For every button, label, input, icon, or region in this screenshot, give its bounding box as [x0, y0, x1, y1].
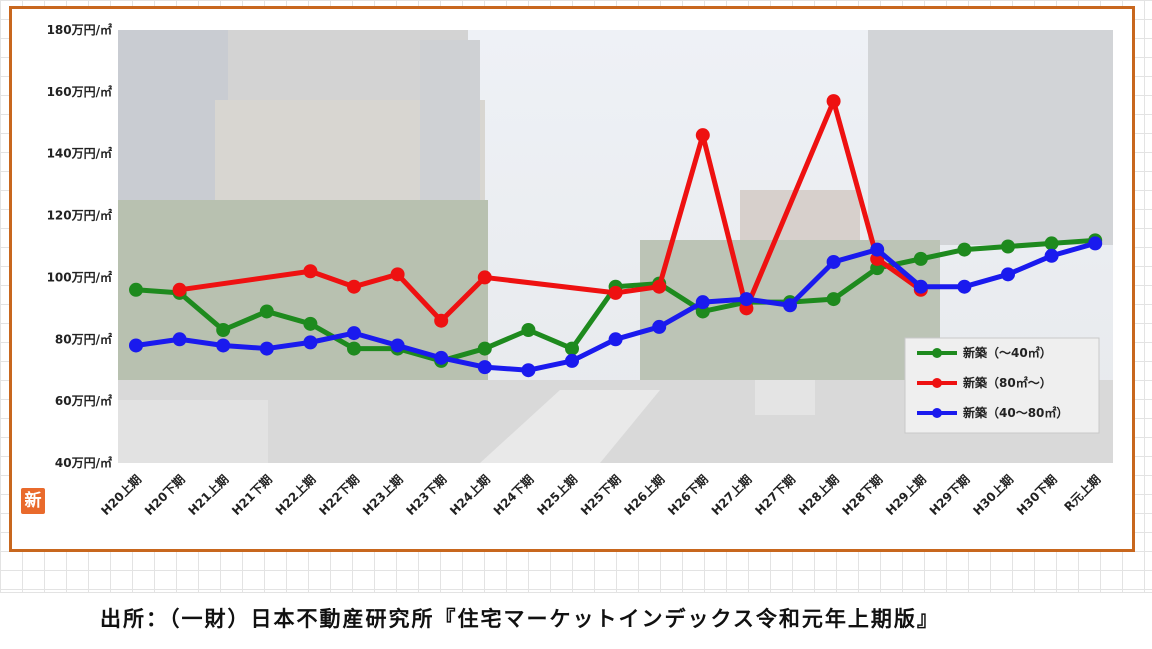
data-point — [1044, 248, 1059, 263]
x-tick-label: H21上期 — [185, 472, 231, 518]
x-tick-label: H23上期 — [359, 472, 405, 518]
data-point — [216, 338, 231, 353]
data-point — [347, 326, 361, 341]
data-point — [783, 298, 797, 313]
x-tick-label: H27下期 — [752, 472, 798, 518]
x-tick-label: H24上期 — [446, 472, 492, 518]
data-point — [913, 279, 928, 294]
data-point — [347, 341, 361, 356]
x-tick-label: H25下期 — [577, 472, 623, 518]
data-point — [347, 279, 361, 294]
data-point — [652, 319, 667, 334]
y-tick-label: 140万円/㎡ — [47, 146, 112, 161]
x-tick-label: H22上期 — [272, 472, 318, 518]
data-point — [477, 360, 492, 375]
data-point — [695, 295, 710, 310]
data-point — [172, 332, 187, 347]
data-point — [303, 316, 318, 331]
y-tick-label: 40万円/㎡ — [55, 455, 112, 470]
x-tick-label: H20上期 — [98, 472, 144, 518]
x-tick-label: H20下期 — [141, 472, 187, 518]
x-tick-label: H26下期 — [664, 472, 710, 518]
y-tick-label: 160万円/㎡ — [47, 84, 112, 99]
data-point — [259, 341, 274, 356]
data-point — [521, 363, 536, 378]
data-point — [303, 264, 318, 279]
data-point — [259, 304, 274, 319]
data-point — [826, 94, 841, 109]
data-point — [129, 338, 143, 353]
data-point — [477, 341, 492, 356]
data-point — [957, 279, 972, 294]
x-tick-label: H24下期 — [490, 472, 536, 518]
x-tick-label: H28下期 — [839, 472, 885, 518]
data-point — [434, 350, 449, 365]
data-point — [390, 338, 405, 353]
data-point — [826, 292, 841, 307]
data-point — [434, 313, 449, 328]
data-point — [739, 292, 754, 307]
x-tick-label: H22下期 — [316, 472, 362, 518]
data-point — [1001, 267, 1015, 282]
data-point — [303, 335, 318, 350]
logo-badge: 新 — [21, 488, 45, 514]
x-tick-label: H30下期 — [1013, 472, 1059, 518]
y-tick-label: 120万円/㎡ — [47, 208, 112, 223]
x-tick-label: H27上期 — [708, 472, 754, 518]
data-point — [1001, 239, 1015, 254]
legend-marker — [932, 348, 942, 358]
x-tick-label: H23下期 — [403, 472, 449, 518]
y-tick-label: 80万円/㎡ — [55, 331, 112, 346]
data-point — [521, 323, 536, 338]
series-2 — [172, 94, 928, 328]
data-point — [565, 353, 579, 368]
series-3 — [129, 236, 1103, 378]
x-tick-label: H28上期 — [795, 472, 841, 518]
data-point — [390, 267, 405, 282]
data-point — [172, 282, 187, 297]
y-axis-ticks: 40万円/㎡ 60万円/㎡ 80万円/㎡ 100万円/㎡ 120万円/㎡ 140万円/㎡ 1… — [47, 22, 112, 470]
legend-marker — [932, 408, 942, 418]
data-point — [695, 128, 710, 143]
x-tick-label: H30上期 — [970, 472, 1016, 518]
x-tick-label: H21下期 — [228, 472, 274, 518]
data-point — [565, 341, 579, 356]
data-point — [608, 285, 623, 300]
series-layer — [129, 94, 1103, 378]
y-tick-label: 100万円/㎡ — [47, 269, 112, 284]
footer-strip — [0, 592, 1152, 649]
x-tick-label: H25上期 — [534, 472, 580, 518]
legend-marker — [932, 378, 942, 388]
x-tick-label: H29下期 — [926, 472, 972, 518]
x-axis-ticks: H20上期H20下期H21上期H21下期H22上期H22下期H23上期H23下期… — [98, 472, 1104, 518]
data-point — [1044, 236, 1059, 251]
legend-label: 新築（40～80㎡） — [963, 405, 1068, 420]
data-point — [477, 270, 492, 285]
data-point — [957, 242, 972, 257]
data-point — [129, 282, 143, 297]
legend: 新築（～40㎡） 新築（80㎡～） 新築（40～80㎡） — [904, 337, 1100, 434]
source-citation: 出所：（一財）日本不動産研究所『住宅マーケットインデックス令和元年上期版』 — [100, 607, 940, 631]
data-point — [913, 251, 928, 266]
data-point — [870, 242, 885, 257]
x-tick-label: H26上期 — [621, 472, 667, 518]
data-point — [652, 279, 667, 294]
legend-label: 新築（80㎡～） — [963, 375, 1052, 390]
y-tick-label: 180万円/㎡ — [47, 22, 112, 37]
data-point — [826, 254, 841, 269]
y-tick-label: 60万円/㎡ — [55, 393, 112, 408]
legend-label: 新築（～40㎡） — [963, 345, 1052, 360]
data-point — [1088, 236, 1103, 251]
data-point — [216, 323, 231, 338]
data-point — [608, 332, 623, 347]
x-tick-label: H29上期 — [882, 472, 928, 518]
x-tick-label: R元上期 — [1061, 472, 1104, 515]
